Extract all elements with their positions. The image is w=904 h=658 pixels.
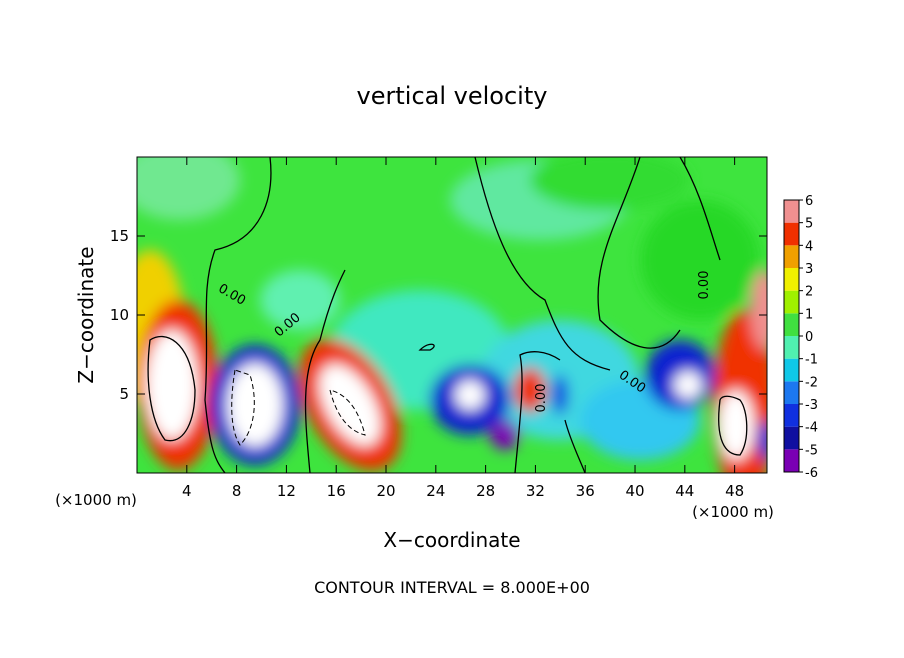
y-tick-label: 15: [110, 227, 129, 245]
colorbar-swatch: [784, 426, 799, 450]
contour-label: 0.00: [697, 271, 712, 300]
x-tick-label: 4: [182, 482, 192, 500]
colorbar-tick-label: -6: [805, 466, 818, 481]
colorbar-swatch: [784, 358, 799, 382]
colorbar-tick-label: -1: [805, 353, 818, 368]
x-axis-title: X−coordinate: [383, 528, 520, 552]
colorbar-tick-label: -4: [805, 421, 818, 436]
x-tick-label: 12: [277, 482, 296, 500]
y-tick-label: 5: [119, 385, 129, 403]
x-tick-label: 16: [327, 482, 346, 500]
colorbar-swatch: [784, 222, 799, 246]
colorbar-swatch: [784, 381, 799, 404]
colorbar-swatch: [784, 313, 799, 336]
colorbar-tick-label: 3: [805, 262, 813, 277]
colorbar-swatch: [784, 449, 799, 472]
colorbar-swatch: [784, 268, 799, 291]
colorbar-tick-label: -3: [805, 398, 818, 413]
x-tick-label: 28: [476, 482, 495, 500]
field: [137, 157, 767, 473]
colorbar-swatch: [784, 290, 799, 314]
colorbar-swatch: [784, 404, 799, 427]
colorbar-tick-label: 4: [805, 239, 813, 254]
y-tick-label: 10: [110, 306, 129, 324]
colorbar-tick-label: -5: [805, 443, 818, 458]
x-tick-label: 20: [376, 482, 395, 500]
contour-interval: CONTOUR INTERVAL = 8.000E+00: [314, 578, 590, 597]
x-tick-label: 36: [576, 482, 595, 500]
colorbar-swatch: [784, 336, 799, 359]
x-tick-label: 8: [232, 482, 242, 500]
colorbar-tick-label: 0: [805, 330, 813, 345]
y-axis-title: Z−coordinate: [74, 246, 98, 383]
colorbar-tick-label: 2: [805, 285, 813, 300]
colorbar-tick-label: 1: [805, 307, 813, 322]
x-tick-label: 44: [675, 482, 694, 500]
x-unit-label: (×1000 m): [692, 503, 774, 521]
x-tick-label: 40: [625, 482, 644, 500]
x-tick-label: 32: [526, 482, 545, 500]
contour-label: 0.00: [534, 384, 549, 413]
colorbar-tick-label: 6: [805, 194, 813, 209]
x-tick-label: 24: [426, 482, 445, 500]
chart-title: vertical velocity: [357, 82, 548, 110]
colorbar-tick-label: -2: [805, 375, 818, 390]
colorbar-swatch: [784, 200, 799, 223]
x-unit-label: (×1000 m): [55, 491, 137, 509]
colorbar-tick-label: 5: [805, 217, 813, 232]
colorbar-swatch: [784, 245, 799, 268]
x-tick-label: 48: [725, 482, 744, 500]
